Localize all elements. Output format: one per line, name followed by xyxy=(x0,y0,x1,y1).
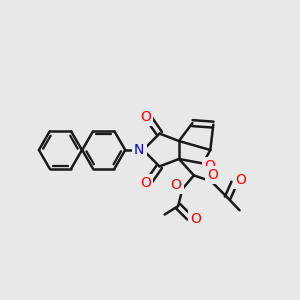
Text: O: O xyxy=(140,176,151,190)
Text: O: O xyxy=(190,212,201,226)
Text: O: O xyxy=(140,110,151,124)
Text: O: O xyxy=(235,173,246,187)
Text: O: O xyxy=(207,168,218,182)
Text: N: N xyxy=(134,143,144,157)
Text: O: O xyxy=(170,178,182,192)
Text: O: O xyxy=(204,159,215,173)
